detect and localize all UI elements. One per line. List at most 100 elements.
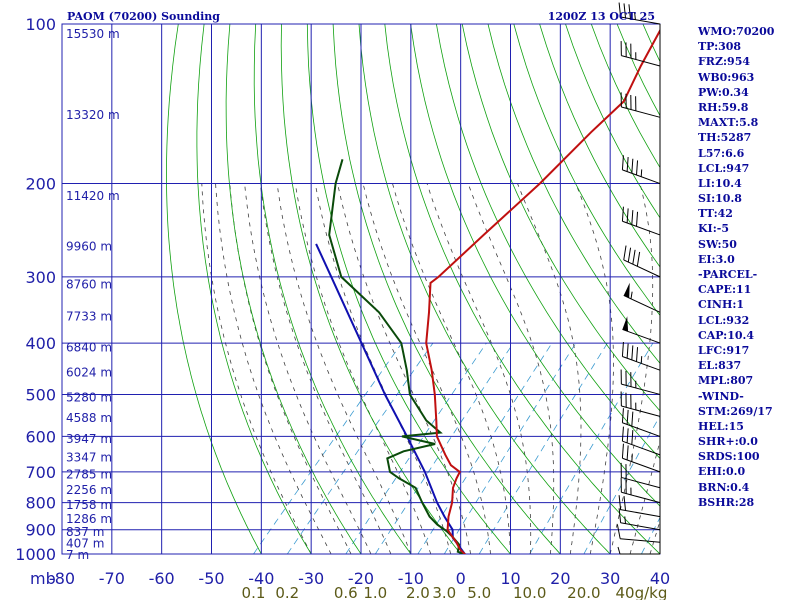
wind-barb-flag [618, 495, 622, 510]
wind-barb-flag [631, 158, 634, 174]
wind-barb-pennant [623, 282, 630, 298]
pressure-unit-label: mb [30, 569, 56, 588]
height-label: 6840 m [66, 341, 112, 355]
wind-barb-staff [622, 422, 661, 437]
dry-adiabat [513, 24, 660, 316]
wind-barb-flag [618, 2, 622, 18]
index-item: TT:42 [698, 207, 733, 221]
mixing-ratio-label: 0.2 [275, 584, 299, 600]
wind-barb-flag [636, 211, 639, 227]
sounding-indices: WMO:70200 TP:308 FRZ:954 WB0:963 PW:0.34 RH:5… [698, 24, 774, 510]
wind-barb-flag [636, 160, 639, 176]
wind-barb-staff [621, 106, 661, 118]
index-item: EL:837 [698, 359, 742, 373]
pressure-tick-label: 900 [25, 521, 56, 540]
height-label: 3947 m [66, 432, 112, 446]
wind-barb-flag [631, 411, 634, 427]
pressure-tick-label: 200 [25, 175, 56, 194]
mixing-ratio-label: 5.0 [467, 584, 491, 600]
wind-barb-flag [631, 345, 634, 360]
wind-barb [620, 462, 661, 489]
wind-barb-flag [626, 445, 629, 460]
valid-time: 1200Z 13 OCT 25 [548, 10, 655, 23]
height-label: 1758 m [66, 498, 112, 512]
height-label: 4588 m [66, 411, 112, 425]
temperature-tick-label: 10 [500, 569, 520, 588]
dry-adiabat [410, 24, 660, 507]
dry-adiabat [539, 24, 660, 268]
wind-barb-flag [621, 341, 624, 357]
index-item: TH:5287 [698, 131, 752, 145]
height-label: 407 m [66, 537, 104, 551]
wind-barb-staff [620, 509, 661, 518]
index-item: BSHR:28 [698, 495, 755, 509]
wind-barb-half-flag [631, 454, 633, 462]
index-item: -WIND- [698, 389, 744, 403]
index-item: L57:6.6 [698, 146, 745, 160]
index-item: SI:10.8 [698, 192, 742, 206]
wind-barb-staff [622, 328, 661, 344]
mixing-ratio-label: 10.0 [513, 584, 546, 600]
dry-adiabat [461, 24, 660, 412]
index-item: -PARCEL- [698, 268, 758, 281]
wind-barb-staff [621, 55, 661, 67]
index-item: STM:269/17 [698, 404, 773, 418]
dry-adiabat [225, 24, 362, 554]
wind-barb [620, 391, 661, 417]
wind-barb [623, 282, 661, 313]
temperature-tick-label: 30 [600, 569, 620, 588]
wind-barb [616, 524, 661, 543]
wind-barb [623, 245, 661, 278]
wind-barb-staff [621, 476, 661, 489]
wind-barb-flag [626, 343, 629, 359]
temperature-tick-label: -10 [398, 569, 424, 588]
moist-adiabat [244, 183, 372, 554]
moist-adiabat [259, 183, 392, 554]
moist-adiabat [314, 183, 452, 554]
wind-barbs [616, 2, 661, 555]
index-item: EHI:0.0 [698, 465, 746, 479]
wind-barb [620, 41, 661, 67]
height-label: 6024 m [66, 366, 112, 380]
index-item: EI:3.0 [698, 252, 735, 266]
pressure-tick-label: 400 [25, 334, 56, 353]
mixing-ratio-label: 40g/kg [616, 584, 668, 600]
wind-barb [618, 495, 661, 518]
temperature-tick-label: -80 [49, 569, 75, 588]
index-item: LFC:917 [698, 343, 750, 357]
chart-title: PAOM (70200) Sounding [67, 10, 220, 23]
pressure-tick-label: 700 [25, 463, 56, 482]
wind-barb [617, 546, 660, 555]
index-item: WB0:963 [698, 70, 755, 84]
index-item: FRZ:954 [698, 55, 751, 69]
index-item: WMO:70200 [698, 25, 775, 38]
moist-adiabat [201, 183, 312, 554]
pressure-tick-label: 300 [25, 268, 56, 287]
moist-adiabat [609, 183, 654, 554]
mixing-ratio-line [374, 342, 514, 554]
wind-barb-staff [621, 491, 661, 504]
temperature-profile-line [425, 28, 660, 554]
wind-barb-pennant [622, 316, 629, 332]
temperature-tick-label: -50 [198, 569, 224, 588]
index-item: LI:10.4 [698, 176, 742, 190]
moist-adiabat [337, 183, 471, 554]
wind-barb-flag [621, 155, 624, 170]
mixing-ratio-lines [253, 342, 660, 554]
moist-adiabat [276, 183, 412, 554]
index-item: PW:0.34 [698, 85, 749, 99]
wind-barb-flag [616, 524, 621, 539]
height-label: 7733 m [66, 310, 112, 324]
wind-barb-flag [618, 508, 622, 523]
mixing-ratio-label: 0.6 [334, 584, 358, 600]
wind-barb [620, 369, 661, 395]
mixing-ratio-label: 3.0 [432, 584, 456, 600]
wind-barb-staff [620, 16, 661, 25]
index-item: LCL:932 [698, 313, 750, 327]
dry-adiabat [253, 24, 412, 554]
dewpoint-profile-line [328, 159, 466, 554]
wind-barb-flag [621, 408, 624, 423]
wind-barb [620, 477, 661, 504]
index-item: SRDS:100 [698, 450, 760, 464]
